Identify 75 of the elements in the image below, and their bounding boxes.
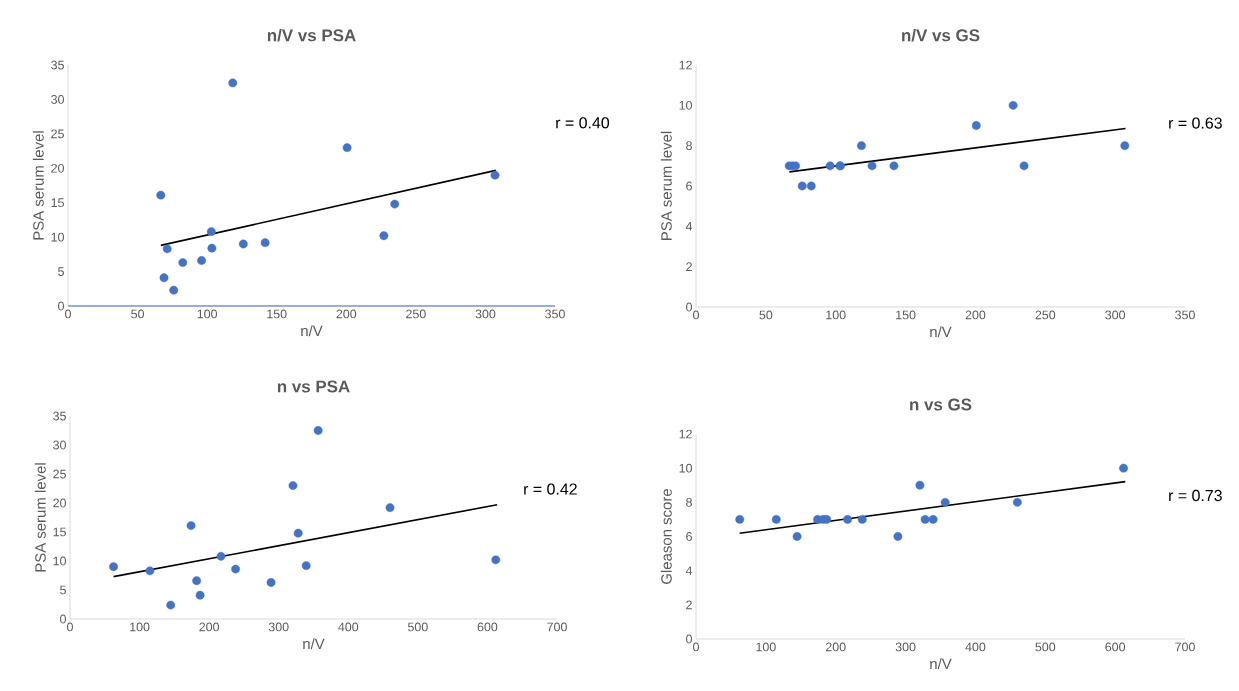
chart-title: n/V vs GS — [902, 28, 980, 42]
x-tick-label: 350 — [1175, 310, 1195, 320]
y-tick-label: 30 — [51, 95, 64, 104]
chart-title: n vs GS — [910, 398, 972, 411]
x-axis-title: n/V — [930, 658, 952, 670]
x-tick-label: 300 — [475, 309, 496, 319]
x-tick-label: 700 — [1175, 642, 1195, 652]
x-tick-label: 300 — [1105, 310, 1126, 320]
x-tick-label: 100 — [756, 642, 776, 652]
y-tick-label: 25 — [51, 129, 64, 139]
y-tick-label: 2 — [686, 262, 692, 272]
y-axis-title: PSA serum level — [32, 131, 44, 240]
x-tick-label: 700 — [547, 622, 567, 632]
x-tick-label: 200 — [336, 309, 357, 319]
x-tick-label: 250 — [1035, 310, 1056, 320]
x-tick-label: 200 — [199, 622, 220, 632]
y-tick-label: 0 — [60, 614, 66, 624]
x-tick-label: 150 — [267, 309, 287, 319]
x-tick-label: 600 — [477, 622, 498, 632]
x-tick-label: 400 — [965, 642, 986, 652]
y-tick-label: 6 — [686, 181, 692, 191]
x-tick-label: 50 — [131, 309, 145, 319]
y-tick-label: 10 — [53, 556, 66, 566]
y-tick-label: 4 — [685, 566, 693, 575]
y-tick-label: 8 — [686, 497, 692, 507]
y-tick-label: 12 — [679, 429, 692, 439]
x-tick-label: 600 — [1105, 642, 1126, 652]
x-tick-label: 250 — [406, 309, 426, 319]
x-axis-title: n/V — [303, 638, 325, 650]
x-tick-label: 350 — [545, 309, 565, 319]
x-tick-label: 300 — [895, 642, 916, 652]
y-tick-label: 10 — [679, 463, 692, 473]
chart-title: n/V vs PSA — [267, 28, 356, 42]
y-axis-title: PSA serum level — [34, 463, 46, 572]
y-tick-label: 15 — [53, 527, 66, 537]
annotation: r = 0.73 — [1169, 489, 1222, 502]
y-tick-label: 10 — [51, 232, 64, 242]
y-tick-label: 20 — [53, 498, 66, 508]
y-tick-label: 15 — [51, 198, 64, 208]
y-tick-label: 25 — [53, 469, 66, 479]
y-tick-label: 6 — [686, 532, 692, 541]
y-axis-title: Gleason score — [660, 489, 672, 584]
y-tick-label: 5 — [60, 585, 66, 595]
annotation: r = 0.42 — [524, 483, 577, 495]
y-tick-label: 30 — [53, 440, 66, 450]
y-tick-label: 0 — [686, 634, 692, 644]
annotation: r = 0.63 — [1169, 117, 1222, 129]
x-tick-label: 100 — [197, 309, 218, 319]
x-axis-title: n/V — [301, 325, 323, 337]
x-tick-label: 0 — [67, 622, 73, 632]
y-tick-label: 10 — [679, 100, 692, 110]
x-tick-label: 100 — [826, 310, 846, 320]
x-tick-label: 50 — [759, 310, 773, 320]
x-tick-label: 500 — [1035, 642, 1056, 652]
x-tick-label: 200 — [965, 310, 986, 320]
y-tick-label: 35 — [53, 411, 66, 421]
y-tick-label: 0 — [686, 302, 692, 312]
y-tick-label: 12 — [679, 60, 692, 70]
x-tick-label: 500 — [407, 622, 428, 632]
y-tick-label: 2 — [686, 600, 692, 610]
x-tick-label: 100 — [130, 622, 150, 632]
x-axis-title: n/V — [930, 326, 952, 338]
x-tick-label: 150 — [896, 310, 916, 320]
x-tick-label: 400 — [338, 622, 359, 632]
y-tick-label: 5 — [58, 267, 64, 276]
x-tick-label: 300 — [268, 622, 289, 632]
y-tick-label: 8 — [686, 141, 692, 151]
chart-title: n vs PSA — [277, 380, 350, 393]
y-tick-label: 4 — [685, 222, 693, 231]
x-tick-label: 200 — [825, 642, 846, 652]
y-axis-title: PSA serum level — [660, 131, 672, 241]
y-tick-label: 20 — [51, 163, 64, 173]
y-tick-label: 0 — [58, 301, 64, 311]
text: r = 0.40 — [556, 117, 610, 129]
y-tick-label: 35 — [51, 60, 64, 70]
